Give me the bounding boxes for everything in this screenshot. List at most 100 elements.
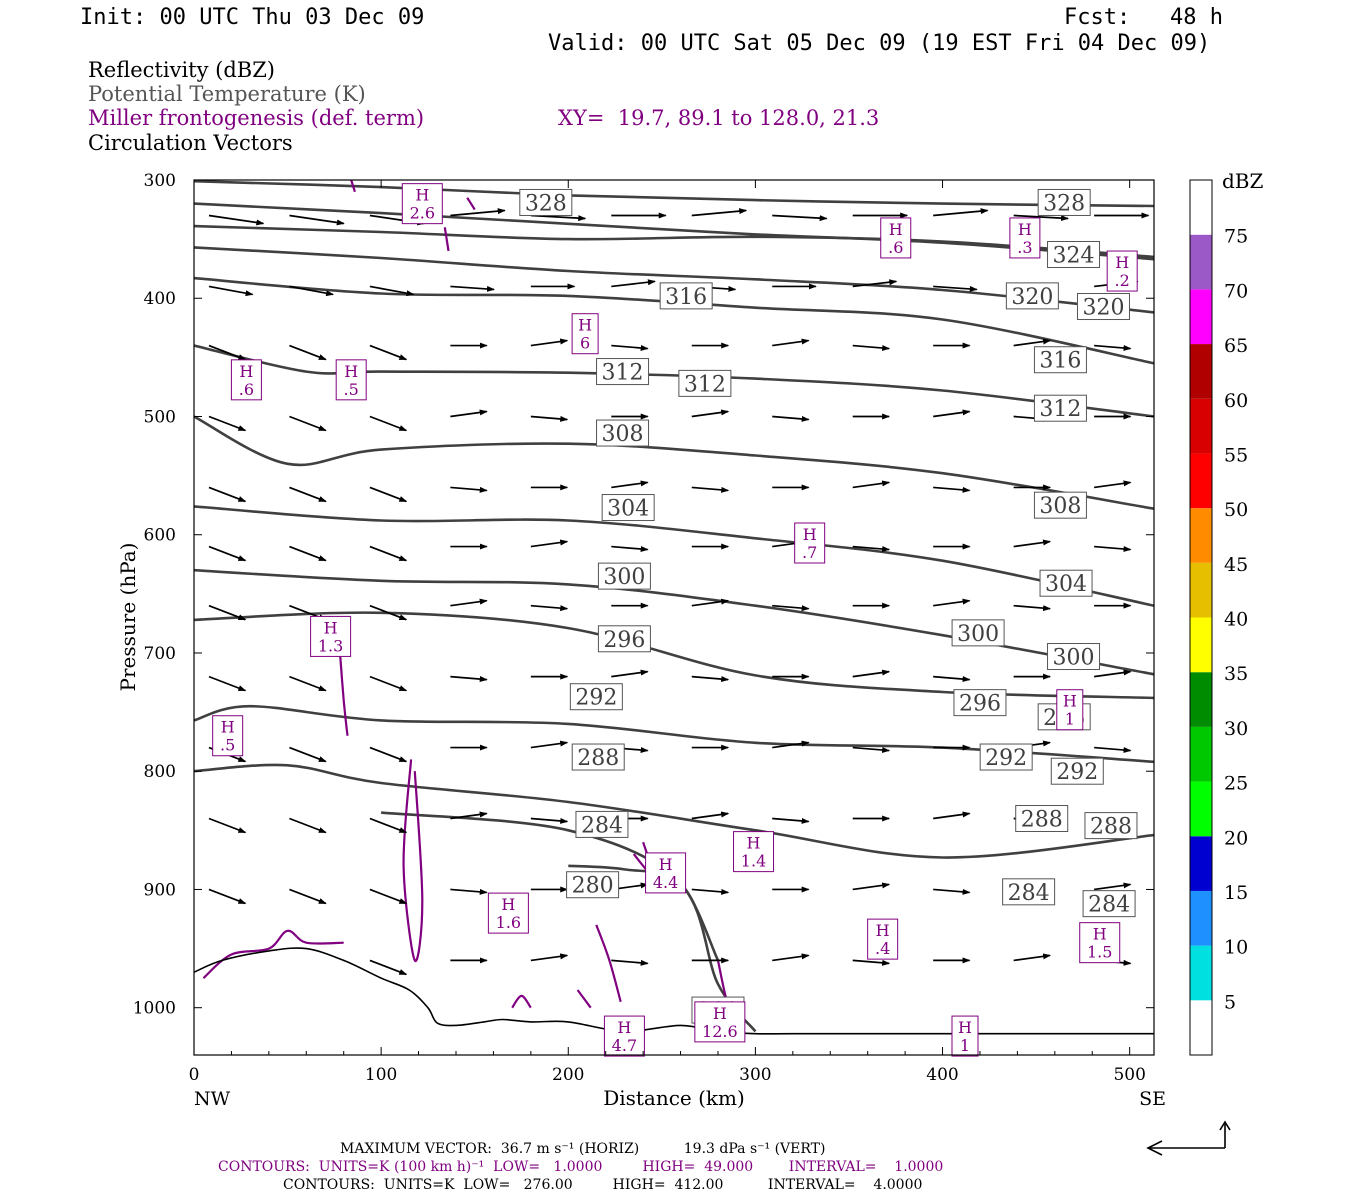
- high-marker-letter: H: [239, 362, 253, 381]
- se-end-label: SE: [1139, 1088, 1166, 1110]
- circulation-vector: [933, 285, 978, 292]
- circulation-vector: [208, 486, 247, 503]
- colorbar-label: 5: [1224, 991, 1236, 1013]
- cross-section-xy: XY= 19.7, 89.1 to 128.0, 21.3: [558, 106, 880, 130]
- theta-label-box: [1076, 293, 1130, 321]
- circulation-vector: [369, 888, 408, 905]
- theta-label: 320: [1011, 285, 1053, 310]
- y-tick-label: 900: [144, 880, 176, 900]
- circulation-vector: [691, 675, 730, 683]
- circulation-vector: [1094, 746, 1132, 753]
- colorbar-bin: [1190, 672, 1212, 727]
- x-tick-label: 100: [365, 1065, 397, 1085]
- theta-label-box: [596, 419, 650, 447]
- circulation-vector: [289, 344, 327, 361]
- y-tick-label: 400: [144, 289, 176, 309]
- high-marker-letter: H: [415, 186, 429, 205]
- theta-label: 300: [603, 565, 645, 590]
- circulation-vector: [289, 817, 327, 834]
- theta-label: 292: [985, 746, 1027, 771]
- high-marker-letter: H: [1018, 220, 1032, 239]
- circulation-vector: [369, 285, 415, 297]
- frontogenesis-contour: [402, 759, 424, 963]
- theta-label-box: [1037, 188, 1091, 216]
- colorbar-label: 10: [1224, 937, 1248, 959]
- legend-frontogenesis: Miller frontogenesis (def. term): [88, 106, 425, 130]
- theta-label: 292: [1056, 760, 1098, 785]
- theta-label: 284: [1008, 881, 1050, 906]
- colorbar-frame: [1189, 179, 1213, 1056]
- circulation-vector: [1013, 953, 1052, 962]
- circulation-vector: [369, 817, 408, 834]
- frontogenesis-contour: [443, 227, 450, 252]
- high-marker-value: 1.3: [318, 636, 343, 655]
- circulation-vector: [530, 817, 569, 824]
- theta-label: 284: [581, 813, 623, 838]
- frontogenesis-contour: [576, 989, 592, 1009]
- colorbar-bin: [1190, 726, 1212, 782]
- theta-label: 304: [1045, 572, 1087, 597]
- theta-label-box: [1033, 491, 1087, 519]
- circulation-vector: [450, 486, 488, 493]
- circulation-vector: [530, 539, 569, 548]
- theta-label: 312: [602, 361, 644, 386]
- high-marker-value: .5: [344, 380, 359, 399]
- circulation-vector: [611, 480, 649, 489]
- circulation-vector: [772, 604, 810, 612]
- high-marker-value: .6: [239, 380, 254, 399]
- theta-label: 288: [577, 746, 619, 771]
- theta-label: 296: [959, 692, 1001, 717]
- high-marker-box: [212, 715, 244, 757]
- high-marker-letter: H: [578, 316, 592, 335]
- plot-frame: [193, 179, 1155, 1056]
- dbz-colorbar: 5 10 15 20 25 30 35 40 45 50 55 60 65 70 75: [1189, 179, 1248, 1056]
- theta-label: 280: [572, 874, 614, 899]
- high-marker-box: [733, 831, 775, 873]
- circulation-vector: [852, 279, 898, 288]
- high-marker-box: [1079, 922, 1121, 964]
- theta-label: 300: [957, 622, 999, 647]
- theta-label: 316: [1039, 349, 1081, 374]
- circulation-vector: [772, 338, 810, 347]
- colorbar-label: 75: [1224, 226, 1248, 248]
- circulation-vector: [208, 415, 247, 432]
- colorbar-bin: [1190, 289, 1212, 345]
- colorbar-bin: [1190, 890, 1212, 946]
- circulation-vector: [1013, 214, 1070, 222]
- circulation-vector: [1094, 545, 1132, 552]
- circulation-vector: [450, 811, 488, 820]
- circulation-vector: [852, 669, 891, 678]
- theta-label-box: [678, 369, 732, 397]
- circulation-vector: [611, 344, 649, 351]
- high-marker-value: 1.6: [496, 913, 521, 932]
- high-marker-value: 6: [580, 334, 590, 353]
- high-marker-box: [867, 918, 899, 960]
- init-time: Init: 00 UTC Thu 03 Dec 09: [80, 5, 425, 30]
- circulation-vector: [852, 480, 891, 489]
- circulation-vector: [369, 959, 408, 976]
- high-marker-value: 1: [1065, 710, 1075, 729]
- high-marker-value: 1.5: [1087, 943, 1112, 962]
- y-tick-label: 800: [144, 762, 176, 782]
- colorbar-bin: [1190, 617, 1212, 673]
- circulation-vector: [289, 285, 335, 297]
- theta-label-box: [575, 810, 629, 838]
- theta-label-box: [1050, 757, 1104, 785]
- circulation-vector: [691, 888, 730, 895]
- forecast-hour: Fcst: 48 h: [1064, 5, 1223, 30]
- theta-label-box: [1084, 812, 1138, 840]
- theta-label-box: [597, 562, 651, 590]
- colorbar-label: 60: [1224, 390, 1248, 412]
- theta-label-box: [571, 743, 625, 771]
- circulation-vector: [691, 486, 730, 493]
- circulation-vector: [289, 888, 327, 905]
- circulation-vector: [1013, 539, 1052, 548]
- colorbar-label: 55: [1224, 444, 1248, 466]
- circulation-vector: [611, 279, 656, 288]
- circulation-vector: [208, 545, 247, 562]
- theta-label: 288: [1090, 815, 1132, 840]
- circulation-vector: [691, 409, 730, 418]
- colorbar-bin: [1190, 836, 1212, 891]
- high-marker-value: .4: [875, 939, 890, 958]
- high-marker-value: .3: [1017, 238, 1032, 257]
